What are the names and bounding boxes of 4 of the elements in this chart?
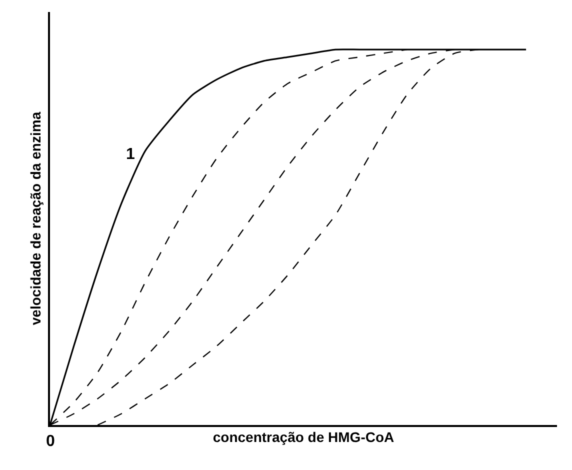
y-axis-title: velocidade de reação da enzima	[27, 112, 44, 326]
x-axis-title: concentração de HMG-CoA	[212, 428, 394, 445]
text: 0	[46, 433, 55, 450]
annotation: 1	[126, 146, 135, 163]
